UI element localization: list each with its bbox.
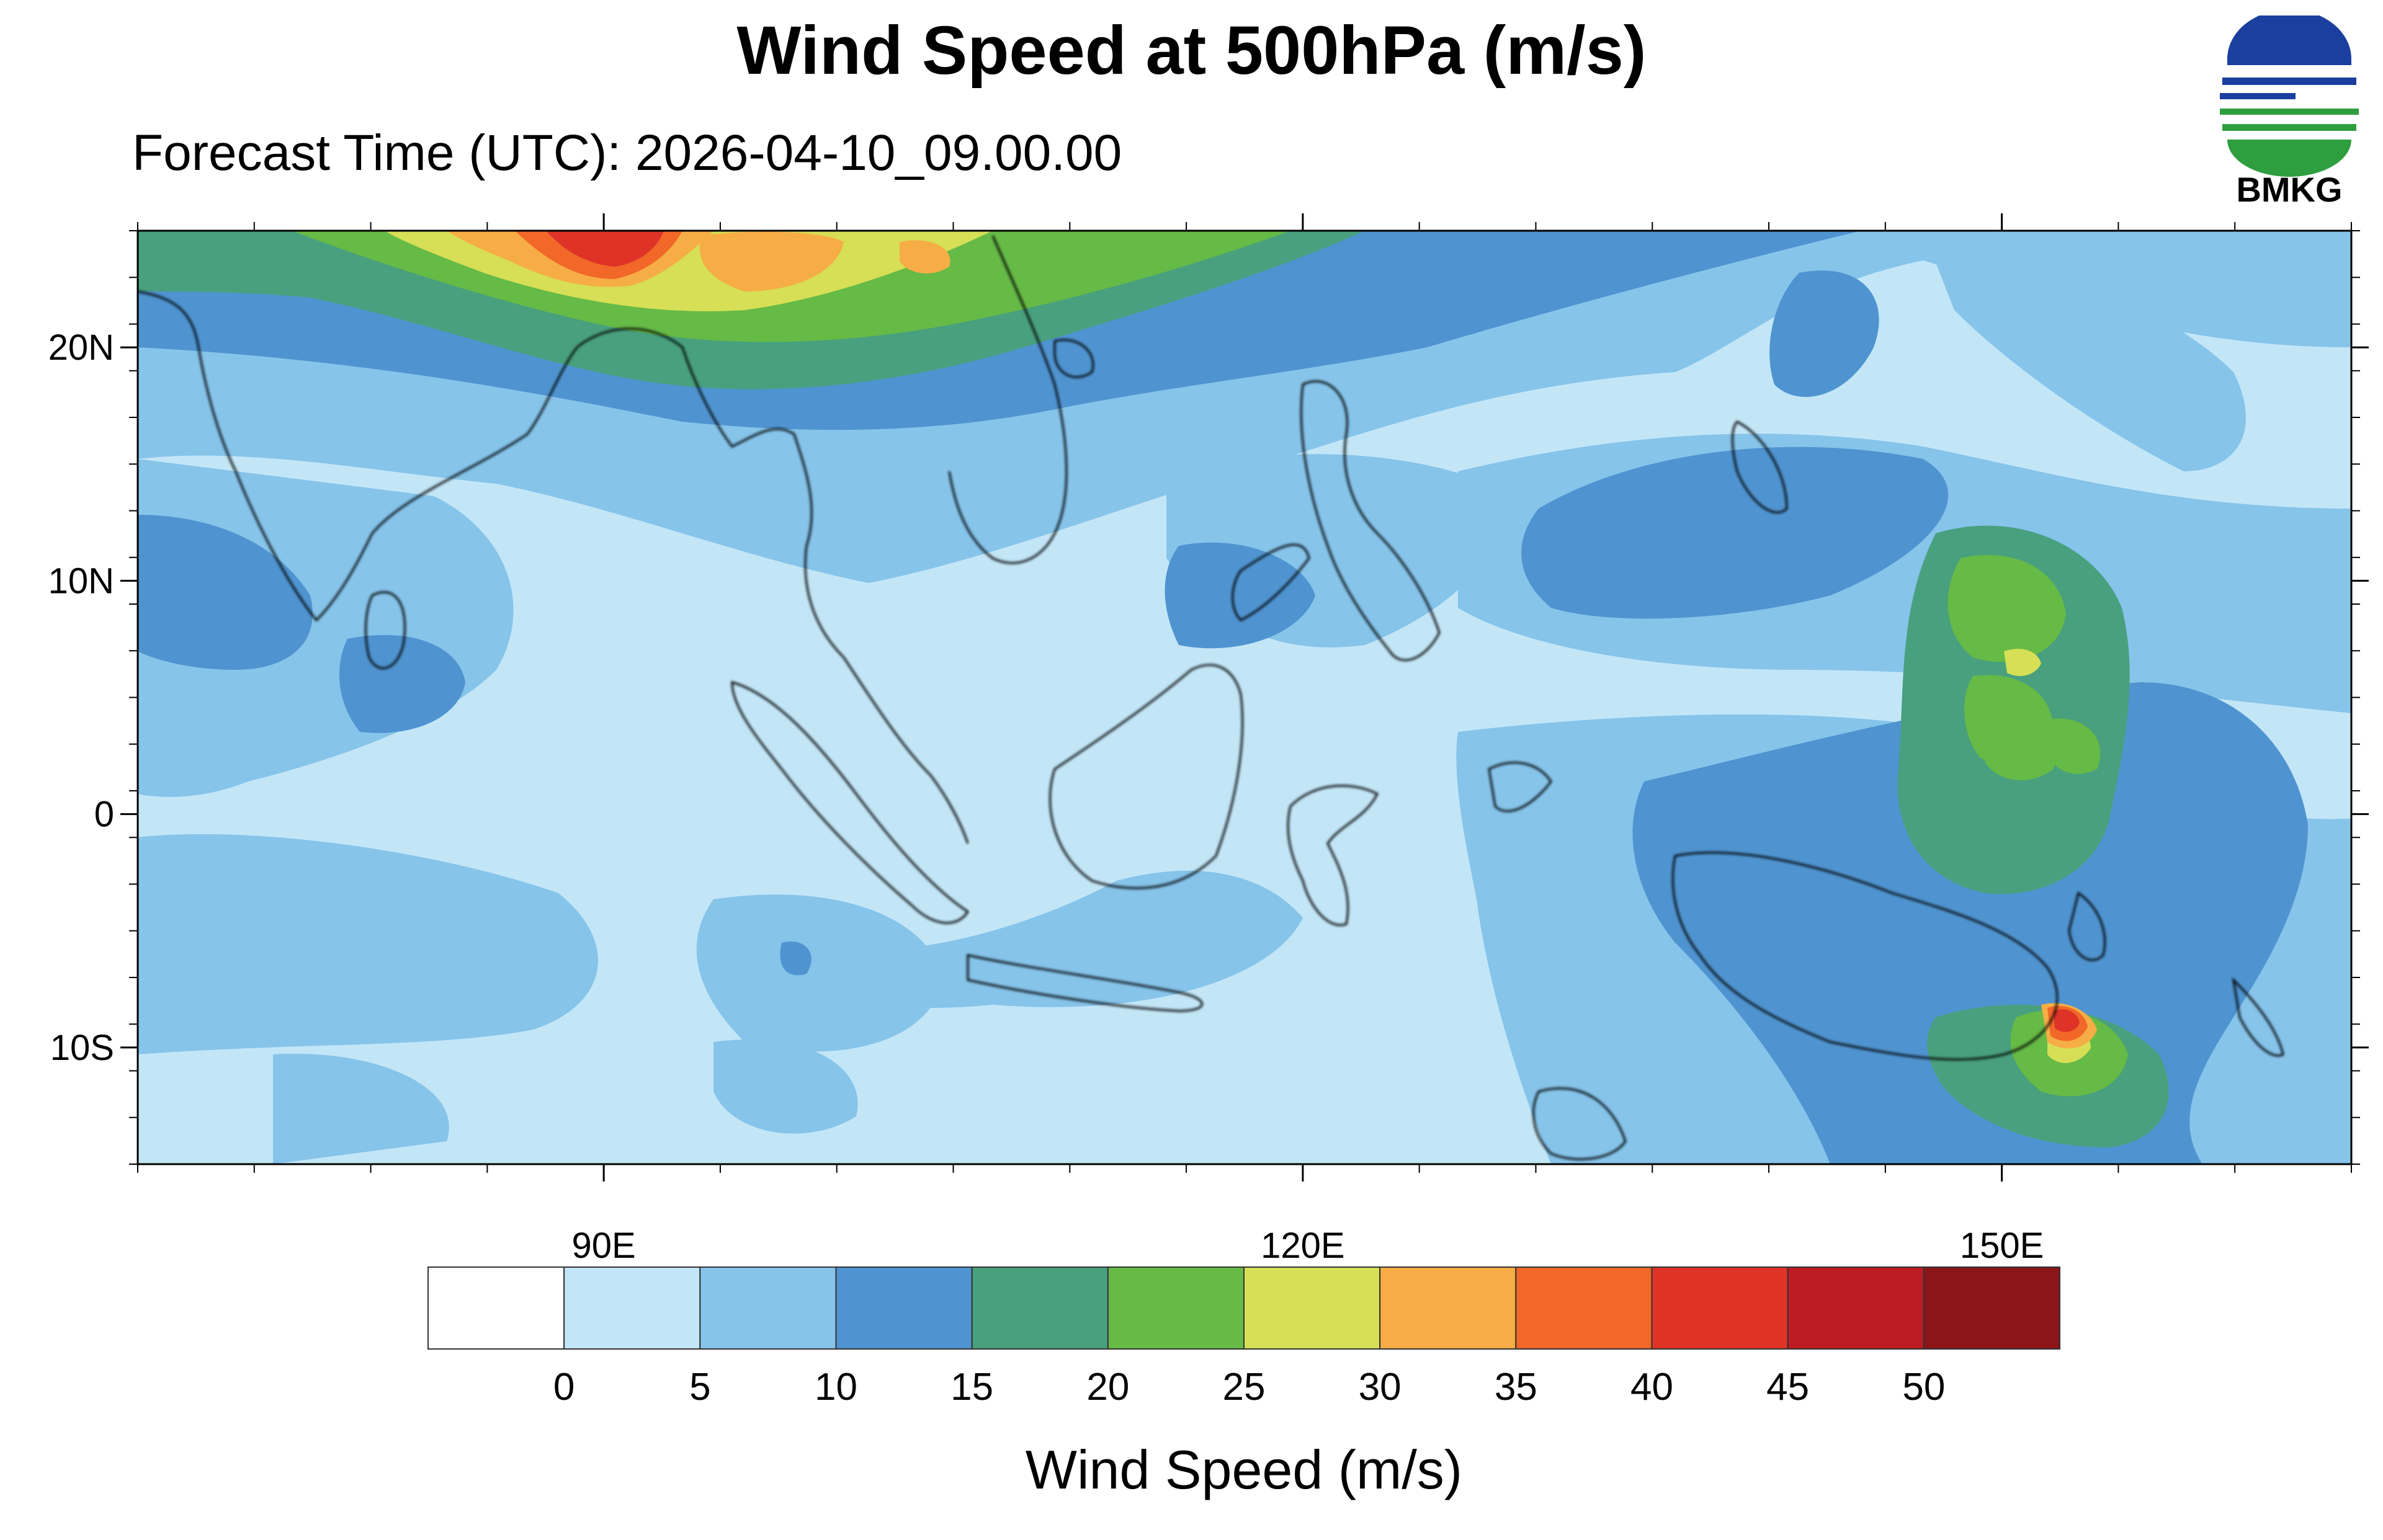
colorbar-box — [1107, 1266, 1245, 1350]
lat-tick-label: 0 — [94, 794, 114, 835]
colorbar-box — [563, 1266, 701, 1350]
colorbar-level-label: 10 — [815, 1366, 857, 1409]
forecast-time: Forecast Time (UTC): 2026-04-10_09.00.00 — [132, 125, 1122, 181]
logo-green-arcs — [2220, 109, 2359, 177]
map-title: Wind Speed at 500hPa (m/s) — [736, 12, 1647, 89]
colorbar-box — [971, 1266, 1109, 1350]
colorbar-box — [427, 1266, 565, 1350]
colorbar-box — [835, 1266, 973, 1350]
logo-blue-arcs — [2220, 16, 2356, 99]
lat-tick-label: 20N — [48, 327, 114, 368]
lon-tick-label: 120E — [1261, 1226, 1344, 1266]
colorbar-level-label: 30 — [1359, 1366, 1402, 1409]
bmkg-logo: BMKG — [2220, 16, 2359, 209]
longitude-axis: 90E 120E 150E — [137, 213, 2352, 1266]
latitude-axis: 20N 10N 0 10S — [48, 230, 2369, 1165]
band-40-45 — [546, 231, 2080, 1032]
colorbar-level-label: 35 — [1495, 1366, 1537, 1409]
colorbar-level-label: 40 — [1630, 1366, 1673, 1409]
colorbar-box — [1787, 1266, 1925, 1350]
lat-tick-label: 10N — [48, 561, 114, 601]
colorbar-level-label: 50 — [1902, 1366, 1945, 1409]
colorbar: 0 5 10 15 20 25 30 35 40 45 50 Wind Speed (m/s) — [427, 1266, 2060, 1500]
colorbar-box — [1515, 1266, 1653, 1350]
colorbar-level-label: 15 — [950, 1366, 993, 1409]
colorbar-label: Wind Speed (m/s) — [1026, 1439, 1462, 1500]
coastlines — [138, 235, 2284, 1160]
colorbar-level-label: 25 — [1223, 1366, 1266, 1409]
colorbar-level-label: 20 — [1086, 1366, 1129, 1409]
logo-text: BMKG — [2236, 170, 2342, 209]
colorbar-level-label: 45 — [1766, 1366, 1809, 1409]
colorbar-level-label: 5 — [689, 1366, 710, 1409]
colorbar-box — [1651, 1266, 1789, 1350]
colorbar-box — [1243, 1266, 1381, 1350]
colorbar-box — [1379, 1266, 1517, 1350]
colorbar-level-label: 0 — [553, 1366, 575, 1409]
lon-tick-label: 90E — [572, 1226, 636, 1266]
lon-tick-label: 150E — [1960, 1226, 2044, 1266]
colorbar-box — [699, 1266, 837, 1350]
colorbar-box — [1923, 1266, 2060, 1350]
wind-field — [138, 231, 2351, 1164]
lat-tick-label: 10S — [50, 1028, 114, 1068]
